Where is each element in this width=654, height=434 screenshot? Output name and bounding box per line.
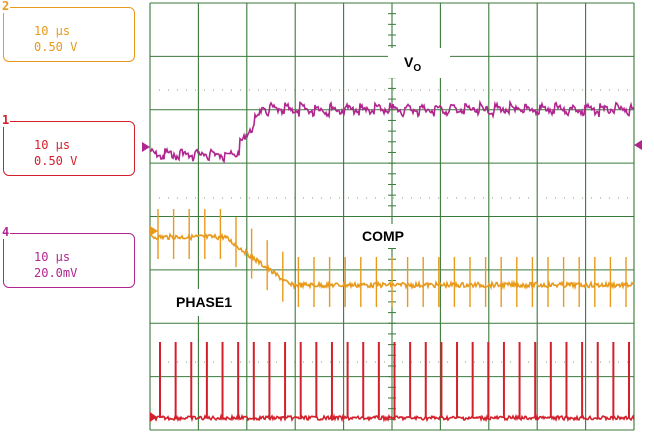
- marker-comp: [150, 226, 158, 236]
- marker-vo-right: [634, 140, 642, 150]
- label-vo: VO: [388, 48, 450, 78]
- label-vo-sub: O: [413, 62, 422, 74]
- trace-vo: [149, 99, 635, 164]
- channel-4-volts-div: 20.0mV: [34, 266, 78, 280]
- channel-number-1: 1: [1, 113, 11, 127]
- label-phase1: PHASE1: [162, 289, 247, 316]
- channel-number-4: 4: [1, 225, 11, 239]
- label-comp: COMP: [352, 224, 414, 248]
- channel-box-4: 4 10 µs 20.0mV: [1, 225, 135, 288]
- traces: [142, 99, 642, 423]
- channel-number-2: 2: [1, 0, 11, 13]
- label-vo-main: V: [404, 54, 414, 70]
- channel-2-time-div: 10 µs: [34, 24, 71, 38]
- channel-box-1: 1 10 µs 0.50 V: [1, 113, 135, 176]
- marker-vo-left: [142, 142, 150, 152]
- channel-box-2: 2 10 µs 0.50 V: [1, 0, 135, 62]
- channel-1-volts-div: 0.50 V: [34, 154, 78, 168]
- channel-2-volts-div: 0.50 V: [34, 40, 78, 54]
- channel-4-time-div: 10 µs: [34, 250, 71, 264]
- marker-phase1: [150, 412, 157, 422]
- trace-phase1: [149, 413, 635, 423]
- channel-1-time-div: 10 µs: [34, 138, 71, 152]
